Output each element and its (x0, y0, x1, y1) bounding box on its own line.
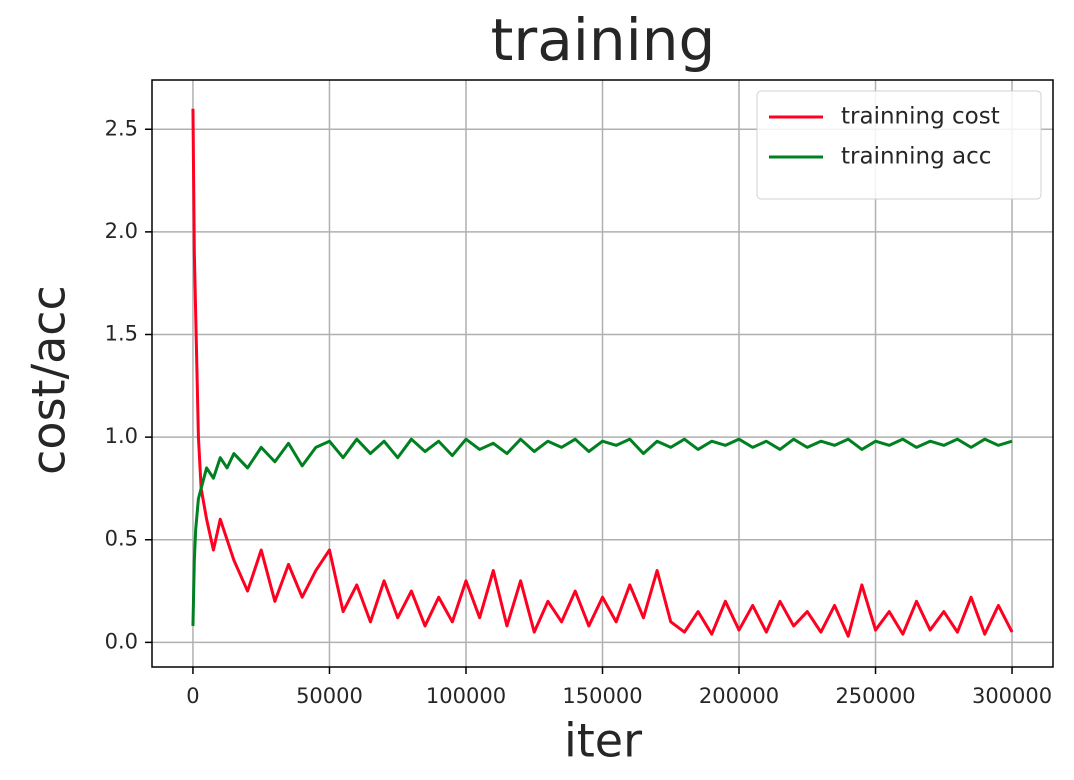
y-tick-label: 2.5 (105, 116, 138, 140)
x-tick-label: 0 (186, 684, 199, 708)
legend-label: trainning cost (841, 104, 1000, 130)
x-tick-label: 200000 (699, 684, 779, 708)
x-tick-label: 50000 (296, 684, 363, 708)
data-line (191, 437, 1013, 626)
x-tick-label: 100000 (426, 684, 506, 708)
x-tick-label: 250000 (835, 684, 915, 708)
y-tick-label: 0.5 (105, 527, 138, 551)
y-axis-label: cost/acc (22, 285, 76, 475)
y-tick-label: 2.0 (105, 219, 138, 243)
data-line (191, 108, 1014, 638)
legend-label: trainning acc (841, 144, 991, 170)
y-tick-label: 1.0 (105, 424, 138, 448)
plot-frame (151, 79, 1054, 668)
chart-title: training (491, 6, 716, 74)
y-tick-label: 1.5 (105, 322, 138, 346)
legend-box (756, 90, 1042, 200)
x-tick-label: 300000 (972, 684, 1052, 708)
y-tick-label: 0.0 (105, 629, 138, 653)
x-tick-label: 150000 (562, 684, 642, 708)
x-axis-label: iter (564, 714, 642, 768)
